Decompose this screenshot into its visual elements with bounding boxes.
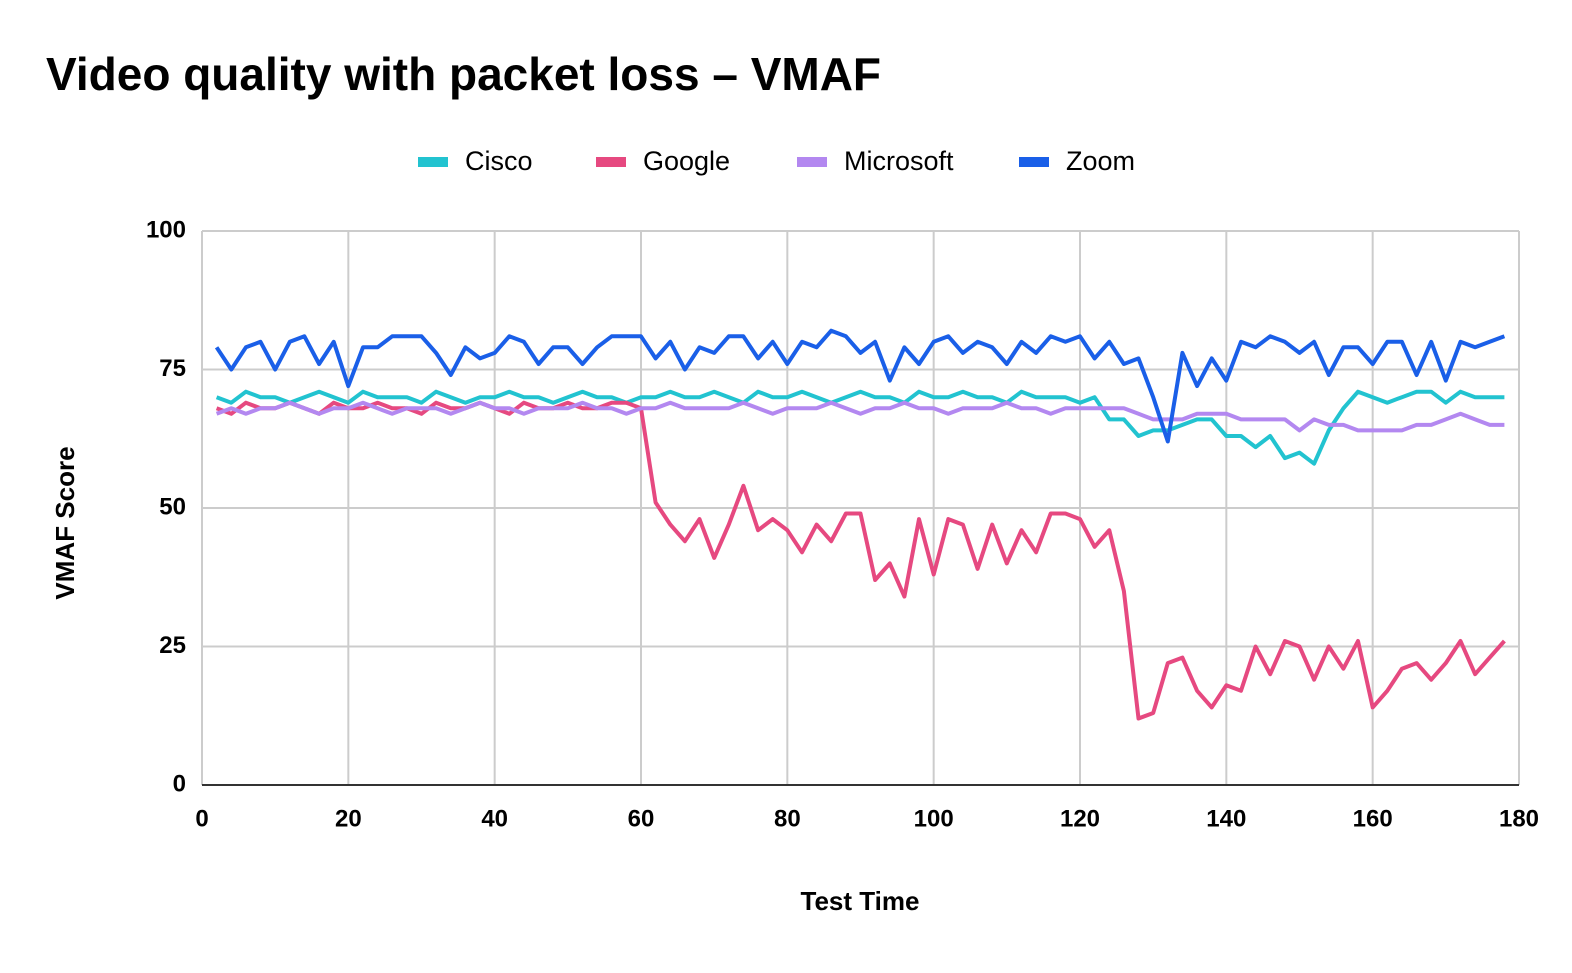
x-tick-label: 80: [774, 805, 801, 832]
x-tick-label: 60: [628, 805, 655, 832]
legend-swatch: [1019, 157, 1049, 167]
x-tick-label: 0: [195, 805, 208, 832]
y-tick-label: 50: [159, 493, 186, 520]
legend-label: Microsoft: [844, 146, 954, 176]
x-tick-label: 100: [914, 805, 954, 832]
legend-swatch: [596, 157, 626, 167]
legend-label: Cisco: [465, 146, 533, 176]
series-line: [214, 328, 1506, 444]
x-axis-label: Test Time: [801, 886, 920, 916]
legend-swatch: [418, 157, 448, 167]
chart-title: Video quality with packet loss – VMAF: [46, 48, 881, 100]
series-line: [215, 400, 1506, 721]
x-tick-label: 120: [1060, 805, 1100, 832]
y-tick-label: 75: [159, 355, 186, 382]
x-tick-label: 20: [335, 805, 362, 832]
y-tick-label: 25: [159, 632, 186, 659]
x-tick-label: 160: [1353, 805, 1393, 832]
x-tick-label: 140: [1206, 805, 1246, 832]
x-tick-label: 180: [1499, 805, 1539, 832]
y-tick-label: 0: [173, 770, 186, 797]
x-tick-label: 40: [481, 805, 508, 832]
y-tick-label: 100: [146, 216, 186, 243]
series-line: [215, 400, 1505, 433]
legend-label: Google: [643, 146, 730, 176]
series-line: [215, 389, 1505, 466]
legend-swatch: [797, 157, 827, 167]
y-axis-label: VMAF Score: [50, 446, 80, 599]
legend-label: Zoom: [1066, 146, 1135, 176]
